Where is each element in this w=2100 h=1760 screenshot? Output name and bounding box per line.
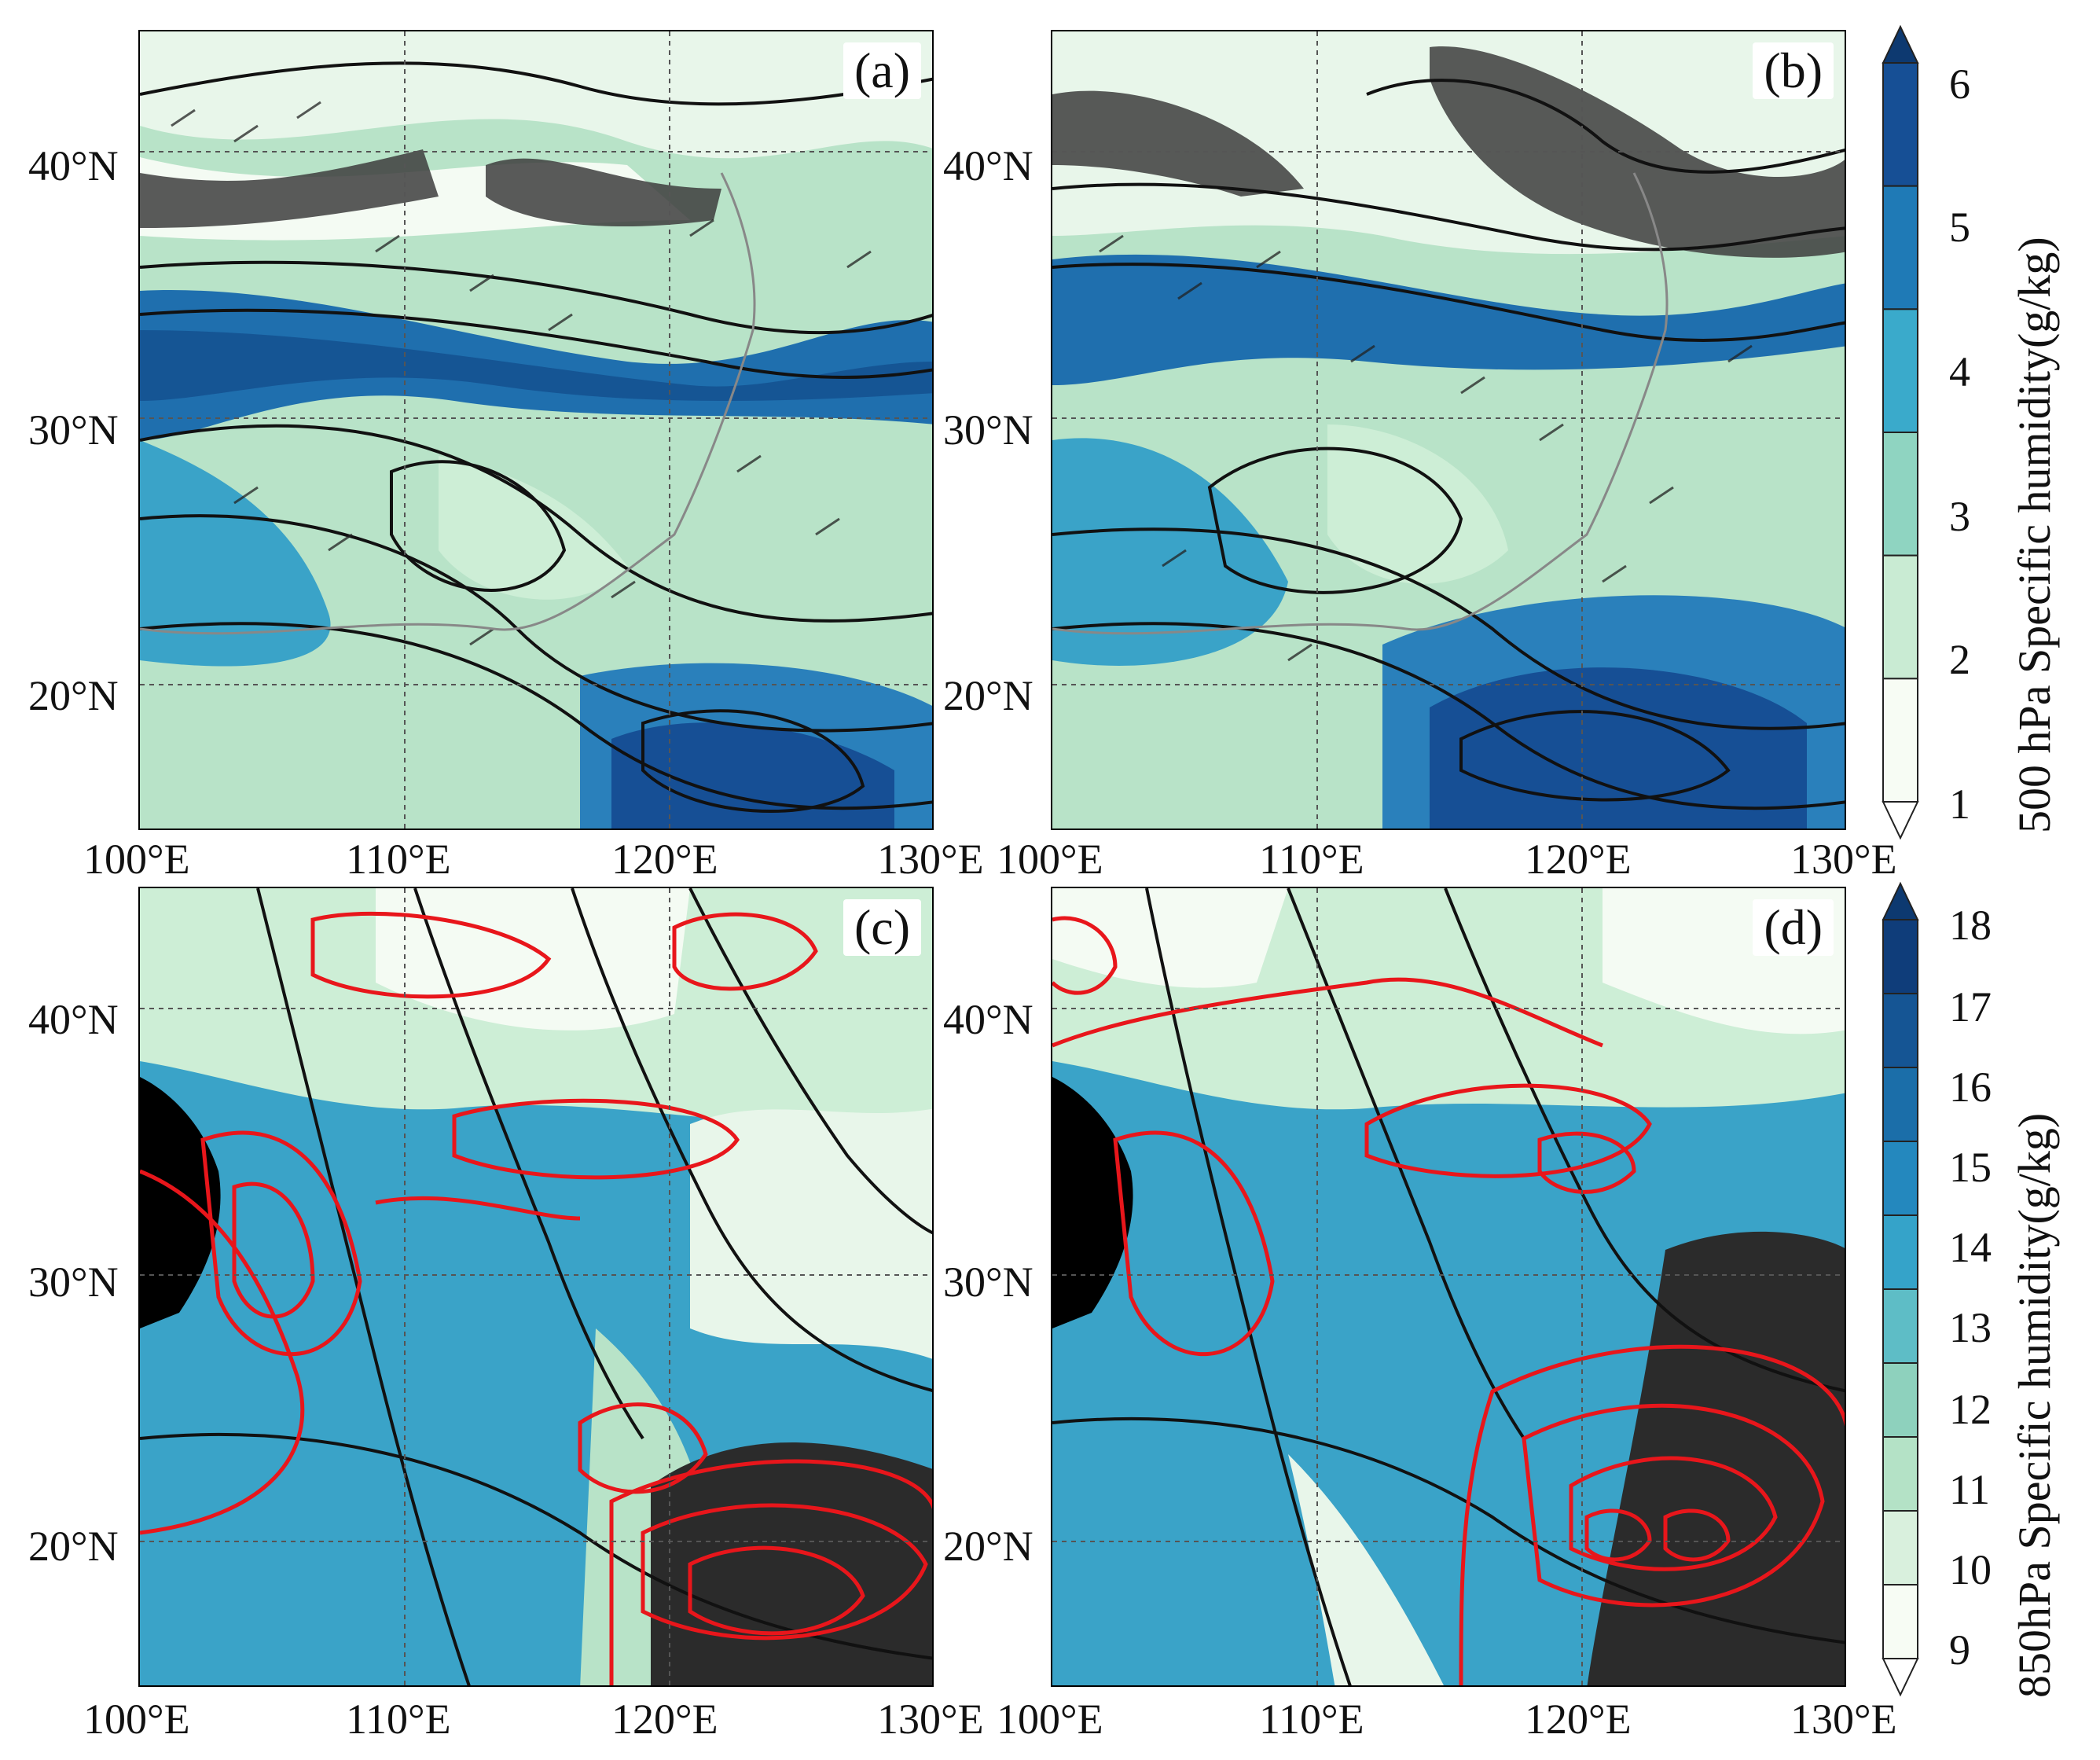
- panel-b-map: [1052, 31, 1845, 829]
- cbar2-tick-10: 10: [1949, 1546, 1992, 1593]
- cbar1-tick-5: 5: [1949, 204, 1970, 251]
- colorbar-850hpa: [1882, 881, 1919, 1697]
- y-tick-40n-left-top: 40°N: [28, 142, 119, 189]
- y-tick-30n-left-top: 30°N: [28, 406, 119, 454]
- colorbar-500hpa: [1882, 24, 1919, 840]
- cbar2-extend-max: [1882, 881, 1919, 920]
- cbar2-swatch: [1882, 1141, 1918, 1216]
- x-tick-120e-bottom-right: 120°E: [1525, 1696, 1632, 1743]
- cbar2-tick-15: 15: [1949, 1144, 1992, 1191]
- cbar2-tick-9: 9: [1949, 1626, 1970, 1674]
- cbar1-tick-2: 2: [1949, 636, 1970, 683]
- panel-c-label: (c): [843, 899, 921, 956]
- x-tick-130e-bottom-right: 130°E: [1790, 1696, 1897, 1743]
- x-tick-120e-top-left: 120°E: [611, 836, 718, 883]
- cbar1-swatch: [1882, 185, 1918, 310]
- y-tick-40n-right-bottom: 40°N: [943, 996, 1033, 1043]
- cbar1-swatch: [1882, 62, 1918, 187]
- colorbar-850hpa-label: 850hPa Specific humidity(g/kg): [2009, 1112, 2060, 1698]
- cbar1-swatch: [1882, 432, 1918, 557]
- cbar1-swatch: [1882, 678, 1918, 803]
- cbar2-swatch: [1882, 1584, 1918, 1659]
- cbar2-swatch: [1882, 1510, 1918, 1585]
- cbar2-tick-12: 12: [1949, 1386, 1992, 1433]
- cbar2-swatch: [1882, 1214, 1918, 1290]
- cbar2-extend-min: [1882, 1658, 1919, 1697]
- cbar2-swatch: [1882, 1288, 1918, 1364]
- panel-a-map: [140, 31, 932, 829]
- y-tick-30n-right-bottom: 30°N: [943, 1258, 1033, 1306]
- x-tick-100e-top-left: 100°E: [83, 836, 190, 883]
- x-tick-100e-top-right: 100°E: [997, 836, 1103, 883]
- x-tick-110e-bottom-left: 110°E: [346, 1696, 451, 1743]
- panel-d-map: [1052, 888, 1845, 1685]
- y-tick-30n-left-bottom: 30°N: [28, 1258, 119, 1306]
- x-tick-110e-top-right: 110°E: [1259, 836, 1364, 883]
- cbar2-tick-13: 13: [1949, 1304, 1992, 1351]
- cbar1-tick-4: 4: [1949, 348, 1970, 395]
- cbar1-tick-1: 1: [1949, 781, 1970, 828]
- panel-a: (a): [138, 30, 934, 830]
- y-tick-20n-left-top: 20°N: [28, 672, 119, 719]
- y-tick-20n-right-top: 20°N: [943, 672, 1033, 719]
- cbar1-extend-max: [1882, 24, 1919, 64]
- x-tick-130e-top-left: 130°E: [877, 836, 984, 883]
- x-tick-130e-bottom-left: 130°E: [877, 1696, 984, 1743]
- cbar2-tick-11: 11: [1949, 1466, 1990, 1513]
- x-tick-130e-top-right: 130°E: [1790, 836, 1897, 883]
- cbar1-swatch: [1882, 554, 1918, 680]
- cbar2-swatch: [1882, 1362, 1918, 1438]
- colorbar-500hpa-label: 500 hPa Specific humidity(g/kg): [2009, 237, 2060, 833]
- x-tick-110e-bottom-right: 110°E: [1259, 1696, 1364, 1743]
- panel-b: (b): [1051, 30, 1846, 830]
- cbar2-swatch: [1882, 1436, 1918, 1512]
- panel-d-label: (d): [1753, 899, 1834, 956]
- cbar2-tick-18: 18: [1949, 902, 1992, 949]
- y-tick-40n-right-top: 40°N: [943, 142, 1033, 189]
- panel-a-label: (a): [843, 42, 921, 99]
- cbar1-extend-min: [1882, 801, 1919, 840]
- cbar1-swatch: [1882, 308, 1918, 434]
- x-tick-100e-bottom-right: 100°E: [997, 1696, 1103, 1743]
- x-tick-110e-top-left: 110°E: [346, 836, 451, 883]
- y-tick-30n-right-top: 30°N: [943, 406, 1033, 454]
- x-tick-100e-bottom-left: 100°E: [83, 1696, 190, 1743]
- cbar2-tick-14: 14: [1949, 1224, 1992, 1271]
- cbar1-tick-6: 6: [1949, 61, 1970, 108]
- y-tick-40n-left-bottom: 40°N: [28, 996, 119, 1043]
- y-tick-20n-left-bottom: 20°N: [28, 1523, 119, 1570]
- cbar2-tick-17: 17: [1949, 983, 1992, 1031]
- cbar1-tick-3: 3: [1949, 493, 1970, 540]
- x-tick-120e-bottom-left: 120°E: [611, 1696, 718, 1743]
- panel-c: (c): [138, 887, 934, 1687]
- y-tick-20n-right-bottom: 20°N: [943, 1523, 1033, 1570]
- cbar2-swatch: [1882, 919, 1918, 994]
- cbar2-swatch: [1882, 993, 1918, 1068]
- cbar2-swatch: [1882, 1067, 1918, 1142]
- panel-d: (d): [1051, 887, 1846, 1687]
- panel-b-label: (b): [1753, 42, 1834, 99]
- panel-c-map: [140, 888, 932, 1685]
- cbar2-tick-16: 16: [1949, 1064, 1992, 1111]
- x-tick-120e-top-right: 120°E: [1525, 836, 1632, 883]
